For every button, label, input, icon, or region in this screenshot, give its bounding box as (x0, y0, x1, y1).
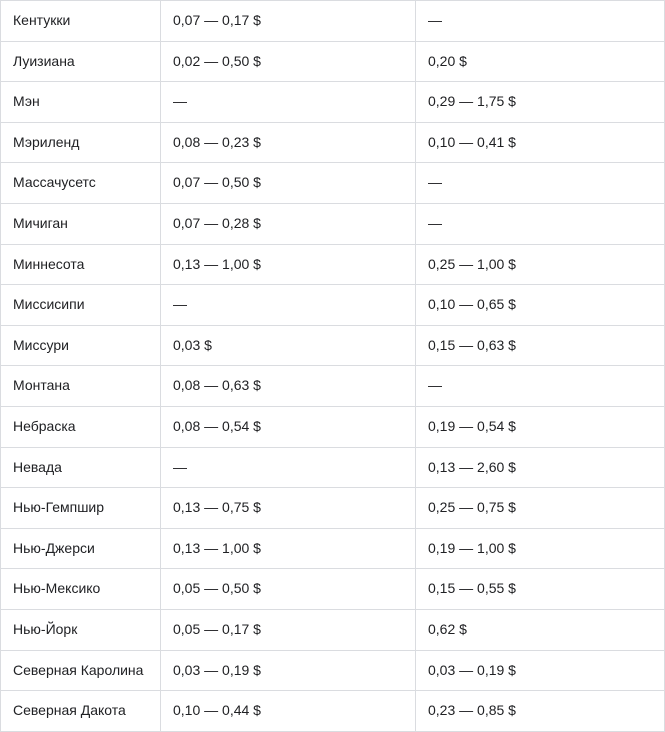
state-cell: Миссури (1, 325, 161, 366)
table-row: Миннесота0,13 — 1,00 $0,25 — 1,00 $ (1, 244, 665, 285)
price-cell-1: 0,05 — 0,50 $ (161, 569, 416, 610)
price-cell-1: 0,03 $ (161, 325, 416, 366)
table-row: Невада—0,13 — 2,60 $ (1, 447, 665, 488)
state-cell: Небраска (1, 406, 161, 447)
table-row: Миссисипи—0,10 — 0,65 $ (1, 285, 665, 326)
price-cell-2: 0,29 — 1,75 $ (416, 82, 665, 123)
table-row: Мэн—0,29 — 1,75 $ (1, 82, 665, 123)
price-cell-2: 0,20 $ (416, 41, 665, 82)
table-row: Кентукки0,07 — 0,17 $— (1, 1, 665, 42)
state-cell: Нью-Мексико (1, 569, 161, 610)
price-cell-2: 0,23 — 0,85 $ (416, 691, 665, 732)
pricing-table-body: Кентукки0,07 — 0,17 $—Луизиана0,02 — 0,5… (1, 1, 665, 732)
price-cell-1: 0,07 — 0,17 $ (161, 1, 416, 42)
price-cell-2: — (416, 203, 665, 244)
price-cell-2: 0,13 — 2,60 $ (416, 447, 665, 488)
price-cell-2: — (416, 163, 665, 204)
price-cell-1: — (161, 82, 416, 123)
table-row: Миссури0,03 $0,15 — 0,63 $ (1, 325, 665, 366)
table-row: Небраска0,08 — 0,54 $0,19 — 0,54 $ (1, 406, 665, 447)
state-cell: Нью-Гемпшир (1, 488, 161, 529)
table-row: Северная Дакота0,10 — 0,44 $0,23 — 0,85 … (1, 691, 665, 732)
price-cell-1: 0,07 — 0,28 $ (161, 203, 416, 244)
price-cell-2: 0,03 — 0,19 $ (416, 650, 665, 691)
price-cell-1: 0,08 — 0,23 $ (161, 122, 416, 163)
table-row: Монтана0,08 — 0,63 $— (1, 366, 665, 407)
price-cell-2: 0,15 — 0,63 $ (416, 325, 665, 366)
price-cell-1: 0,13 — 1,00 $ (161, 244, 416, 285)
state-cell: Миннесота (1, 244, 161, 285)
price-cell-2: 0,10 — 0,41 $ (416, 122, 665, 163)
price-cell-1: — (161, 285, 416, 326)
state-cell: Нью-Йорк (1, 609, 161, 650)
price-cell-1: 0,02 — 0,50 $ (161, 41, 416, 82)
table-row: Нью-Мексико0,05 — 0,50 $0,15 — 0,55 $ (1, 569, 665, 610)
state-cell: Луизиана (1, 41, 161, 82)
state-cell: Монтана (1, 366, 161, 407)
price-cell-1: — (161, 447, 416, 488)
table-row: Северная Каролина0,03 — 0,19 $0,03 — 0,1… (1, 650, 665, 691)
price-cell-2: — (416, 366, 665, 407)
price-cell-1: 0,08 — 0,63 $ (161, 366, 416, 407)
price-cell-2: 0,62 $ (416, 609, 665, 650)
price-cell-2: 0,15 — 0,55 $ (416, 569, 665, 610)
table-row: Луизиана0,02 — 0,50 $0,20 $ (1, 41, 665, 82)
price-cell-1: 0,13 — 0,75 $ (161, 488, 416, 529)
table-row: Мэриленд0,08 — 0,23 $0,10 — 0,41 $ (1, 122, 665, 163)
state-cell: Миссисипи (1, 285, 161, 326)
state-cell: Мэриленд (1, 122, 161, 163)
state-cell: Северная Дакота (1, 691, 161, 732)
pricing-table: Кентукки0,07 — 0,17 $—Луизиана0,02 — 0,5… (0, 0, 665, 732)
table-row: Нью-Гемпшир0,13 — 0,75 $0,25 — 0,75 $ (1, 488, 665, 529)
price-cell-1: 0,03 — 0,19 $ (161, 650, 416, 691)
price-cell-2: 0,10 — 0,65 $ (416, 285, 665, 326)
table-row: Массачусетс0,07 — 0,50 $— (1, 163, 665, 204)
state-cell: Северная Каролина (1, 650, 161, 691)
price-cell-1: 0,10 — 0,44 $ (161, 691, 416, 732)
table-row: Нью-Йорк0,05 — 0,17 $0,62 $ (1, 609, 665, 650)
state-cell: Мэн (1, 82, 161, 123)
price-cell-2: 0,25 — 0,75 $ (416, 488, 665, 529)
price-cell-2: 0,19 — 0,54 $ (416, 406, 665, 447)
state-cell: Нью-Джерси (1, 528, 161, 569)
state-cell: Невада (1, 447, 161, 488)
price-cell-2: — (416, 1, 665, 42)
table-row: Мичиган0,07 — 0,28 $— (1, 203, 665, 244)
price-cell-2: 0,19 — 1,00 $ (416, 528, 665, 569)
table-row: Нью-Джерси0,13 — 1,00 $0,19 — 1,00 $ (1, 528, 665, 569)
price-cell-1: 0,07 — 0,50 $ (161, 163, 416, 204)
price-cell-1: 0,13 — 1,00 $ (161, 528, 416, 569)
state-cell: Массачусетс (1, 163, 161, 204)
state-cell: Мичиган (1, 203, 161, 244)
price-cell-2: 0,25 — 1,00 $ (416, 244, 665, 285)
price-cell-1: 0,05 — 0,17 $ (161, 609, 416, 650)
state-cell: Кентукки (1, 1, 161, 42)
price-cell-1: 0,08 — 0,54 $ (161, 406, 416, 447)
